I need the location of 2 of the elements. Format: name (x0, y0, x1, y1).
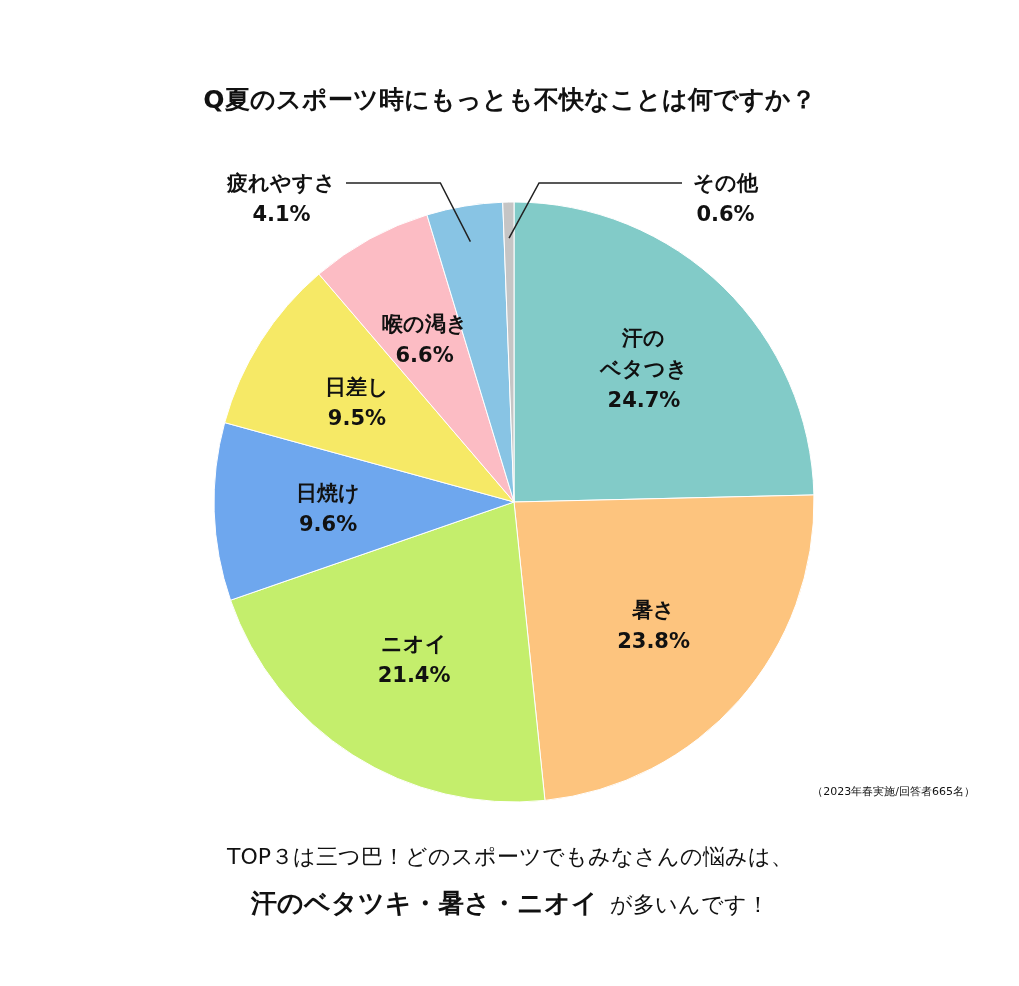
note: （2023年春実施/回答者665名） (812, 785, 975, 798)
title: Q夏のスポーツ時にもっとも不快なことは何ですか？ (203, 85, 816, 114)
